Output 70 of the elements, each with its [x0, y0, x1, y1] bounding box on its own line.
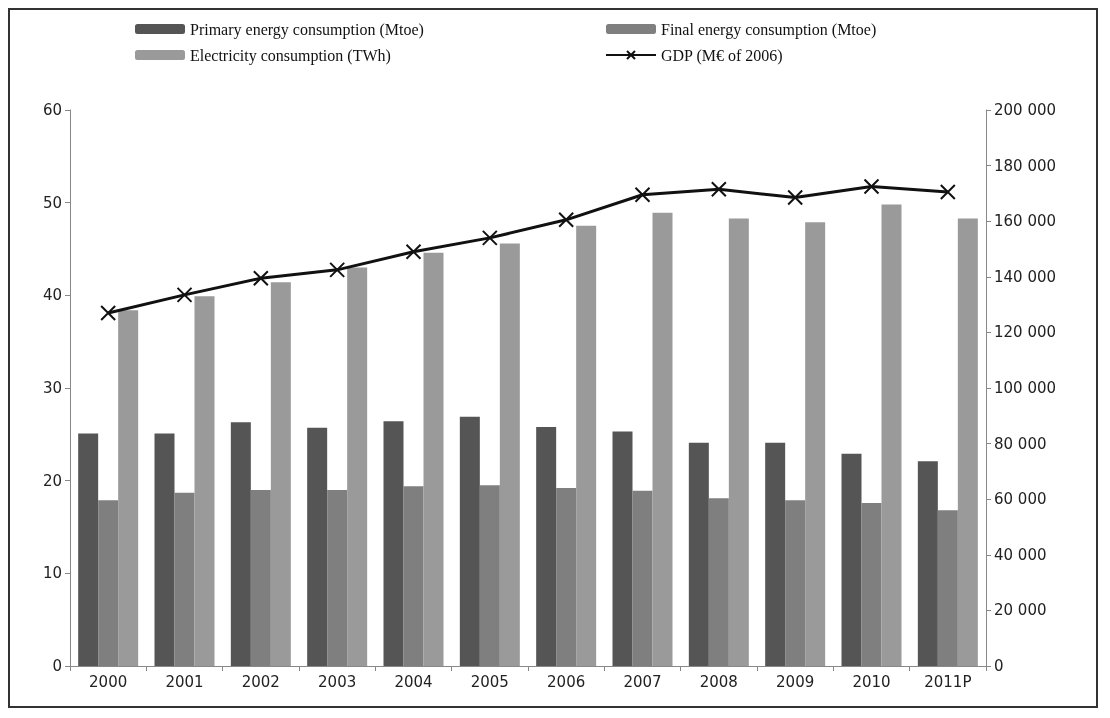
y2-tick-label: 180 000 — [994, 156, 1057, 175]
y-tick-label: 10 — [42, 564, 62, 583]
x-tick-label: 2004 — [394, 672, 433, 691]
point — [634, 186, 651, 203]
y2-tick-label: 100 000 — [994, 379, 1057, 397]
bar — [576, 225, 597, 666]
x-tick-label: 2001 — [165, 672, 204, 691]
bar — [459, 416, 480, 666]
bar — [230, 422, 251, 666]
point — [710, 181, 727, 198]
bar — [917, 461, 938, 666]
bar — [499, 243, 520, 666]
y-tick-label: 0 — [52, 657, 62, 675]
y-tick-label: 50 — [42, 193, 62, 212]
legend-label: Primary energy consumption (Mtoe) — [190, 20, 424, 39]
legend-label: GDP (M€ of 2006) — [661, 46, 783, 65]
bar — [688, 442, 709, 666]
legend-label: Electricity consumption (TWh) — [190, 46, 391, 65]
y-tick-label: 20 — [42, 471, 62, 490]
y2-tick-label: 120 000 — [994, 323, 1057, 342]
point — [176, 286, 193, 303]
bar — [383, 421, 404, 666]
bar — [270, 282, 291, 666]
point — [863, 178, 880, 195]
y-tick-label: 60 — [42, 101, 62, 119]
y2-tick-label: 140 000 — [994, 267, 1057, 286]
bar — [536, 426, 557, 666]
x-tick-label: 2008 — [699, 672, 738, 691]
point — [100, 304, 117, 321]
bar — [652, 212, 673, 666]
y-tick-label: 30 — [42, 379, 62, 397]
y-tick-label: 40 — [42, 286, 62, 305]
bar — [118, 310, 139, 666]
bar — [612, 431, 633, 666]
bar — [154, 433, 175, 666]
bar — [957, 218, 978, 666]
x-tick-label: 2010 — [852, 672, 891, 691]
bar — [881, 204, 902, 666]
x-tick-label: 2006 — [547, 672, 586, 691]
bar — [841, 453, 862, 666]
y2-tick-label: 80 000 — [994, 434, 1047, 453]
y2-tick-label: 20 000 — [994, 601, 1047, 620]
bar — [765, 442, 786, 666]
point — [939, 184, 956, 201]
x-tick-label: 2011P — [924, 672, 972, 691]
point — [481, 229, 498, 246]
bar — [728, 218, 749, 666]
bar — [347, 267, 368, 666]
y2-tick-label: 200 000 — [994, 101, 1057, 119]
y2-tick-label: 0 — [994, 657, 1004, 675]
point — [787, 189, 804, 206]
y2-tick-label: 160 000 — [994, 212, 1057, 231]
x-tick-label: 2003 — [318, 672, 357, 691]
point — [252, 270, 269, 287]
x-tick-label: 2005 — [470, 672, 509, 691]
x-tick-label: 2000 — [89, 672, 128, 691]
point — [558, 211, 575, 228]
point — [405, 243, 422, 260]
x-tick-label: 2009 — [776, 672, 815, 691]
x-tick-label: 2002 — [241, 672, 280, 691]
y2-tick-label: 40 000 — [994, 545, 1047, 564]
bar — [307, 427, 328, 666]
point — [329, 261, 346, 278]
bar — [78, 433, 99, 666]
legend-label: Final energy consumption (Mtoe) — [661, 20, 877, 39]
bar — [805, 222, 826, 666]
bar — [194, 296, 215, 666]
bar — [423, 252, 444, 666]
x-tick-label: 2007 — [623, 672, 662, 691]
y2-tick-label: 60 000 — [994, 490, 1047, 509]
